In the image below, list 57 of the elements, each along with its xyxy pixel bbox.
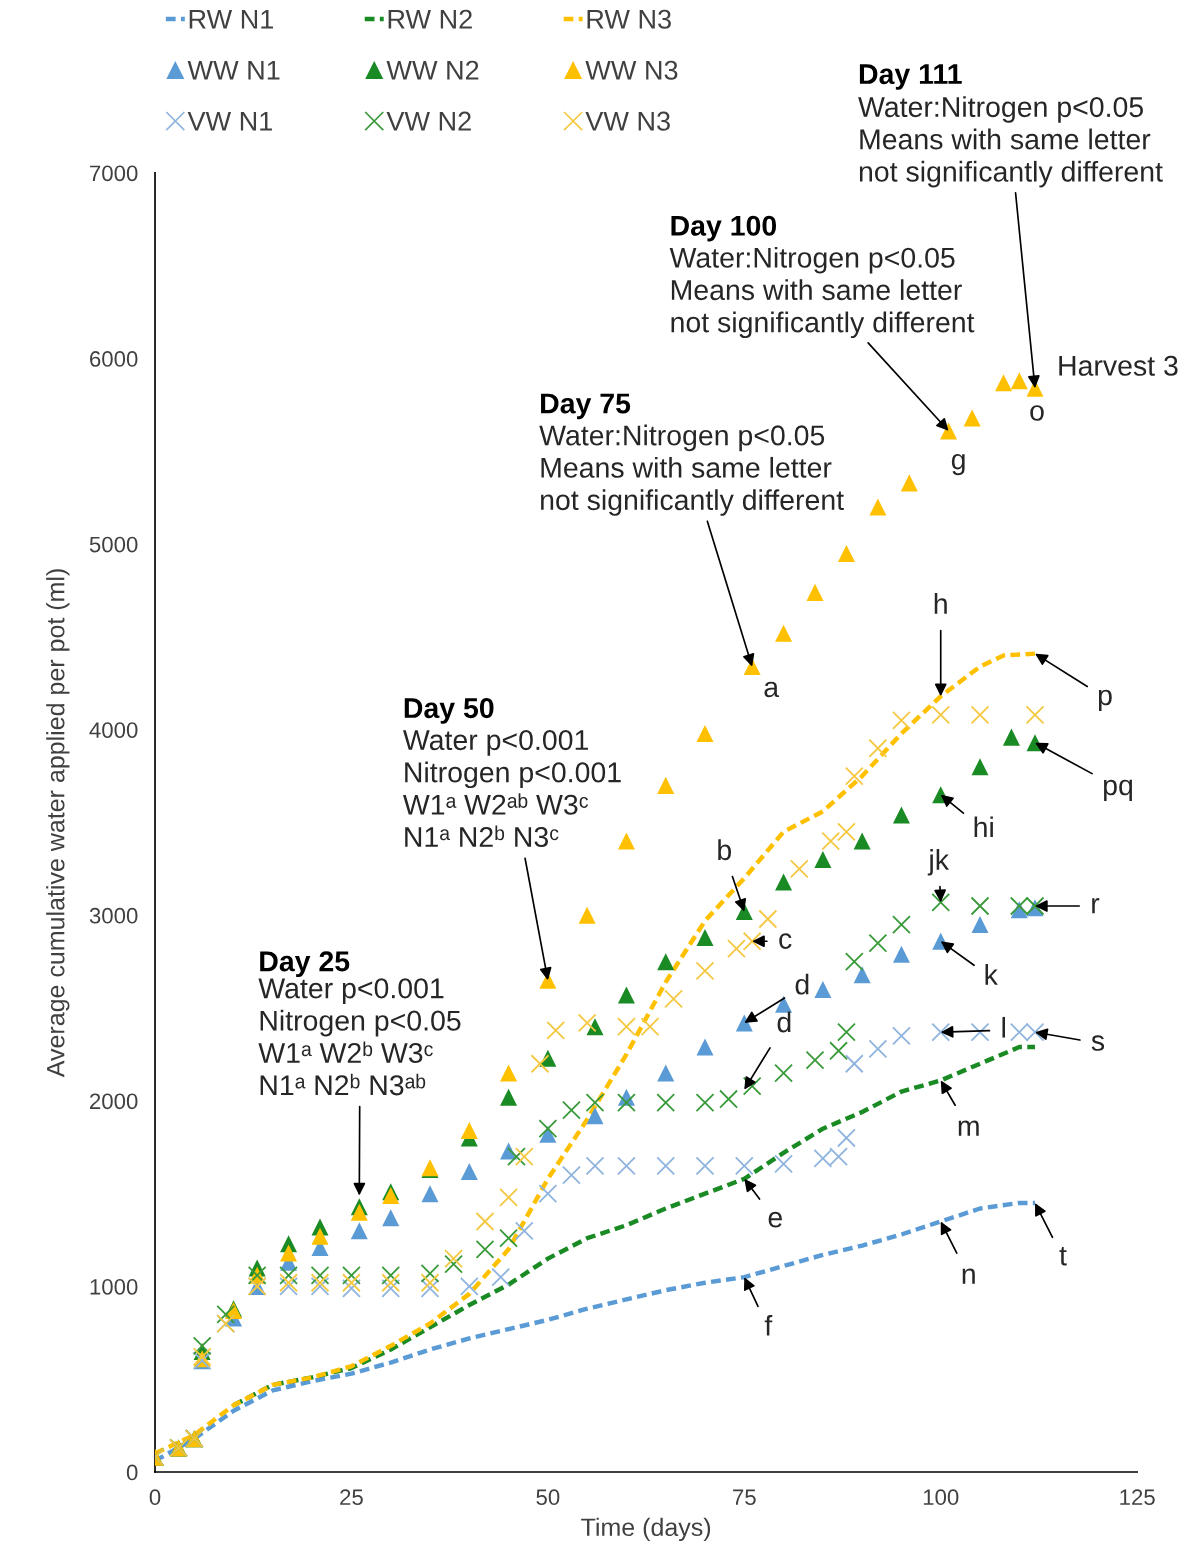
- annotation: s: [1091, 1035, 1105, 1051]
- legend-label: WW N3: [585, 60, 678, 80]
- annotation: Water:Nitrogen p<0.05 Means with same letter not significantly different: [858, 96, 1163, 188]
- legend-label: WW N2: [386, 60, 479, 80]
- annotation: n: [962, 1268, 975, 1284]
- y-tick-label: 3000: [89, 907, 138, 924]
- annotation: Water p<0.001 Nitrogen p<0.001 W1ᵃ W2ᵃᵇ W3ᶜ N1ᵃ N2ᵇ N3ᶜ: [402, 729, 621, 848]
- annotation: g: [951, 454, 965, 476]
- annotation: Day 100: [671, 215, 777, 242]
- y-tick-label: 4000: [89, 722, 138, 738]
- legend-label: WW N1: [187, 60, 280, 80]
- annotation: b: [718, 839, 732, 861]
- annotation: e: [768, 1211, 782, 1228]
- annotation: hi: [974, 816, 993, 838]
- annotation: h: [934, 593, 947, 614]
- annotation: d: [795, 973, 809, 995]
- legend-label: VW N3: [585, 111, 670, 131]
- annotation: p: [1098, 689, 1112, 711]
- annotation: a: [764, 681, 780, 698]
- annotation: f: [764, 1314, 773, 1336]
- annotation: Water:Nitrogen p<0.05 Means with same letter not significantly different: [539, 424, 844, 516]
- annotation: c: [779, 933, 792, 949]
- x-tick-label: 125: [1120, 1489, 1155, 1506]
- y-tick-label: 1000: [90, 1278, 138, 1295]
- legend-label: RW N1: [189, 9, 273, 29]
- annotation: Water p<0.001 Nitrogen p<0.05 W1ᵃ W2ᵇ W3ᶜ N1ᵃ N2ᵇ N3ᵃᵇ: [258, 978, 461, 1096]
- annotation: m: [958, 1120, 979, 1136]
- annotation: t: [1059, 1246, 1067, 1266]
- annotation: l: [1002, 1016, 1005, 1038]
- y-tick-label: 7000: [90, 165, 138, 182]
- legend-label: VW N1: [187, 111, 272, 131]
- annotation: Water:Nitrogen p<0.05 Means with same letter not significantly different: [669, 246, 975, 339]
- annotation: jk: [927, 849, 950, 876]
- y-tick-label: 0: [126, 1464, 138, 1481]
- x-axis-title: Time (days): [581, 1517, 711, 1542]
- x-tick-label: 0: [149, 1489, 161, 1506]
- annotation: k: [985, 964, 998, 985]
- y-axis-title: Average cumulative water applied per pot (ml): [46, 569, 70, 1078]
- y-tick-label: 5000: [89, 536, 138, 553]
- annotation: r: [1092, 898, 1100, 914]
- annotation: Day 75: [541, 393, 631, 420]
- legend-label: RW N3: [587, 9, 671, 29]
- annotation: d: [777, 1011, 791, 1033]
- legend-label: RW N2: [388, 9, 472, 29]
- annotation: o: [1030, 405, 1044, 421]
- x-tick-label: 100: [923, 1489, 959, 1506]
- annotation: pq: [1104, 779, 1133, 801]
- y-tick-label: 6000: [90, 351, 138, 367]
- text: Day 111: [859, 64, 962, 90]
- annotation: Day 25: [260, 951, 350, 978]
- x-tick-label: 75: [733, 1489, 756, 1506]
- y-tick-label: 2000: [90, 1093, 138, 1110]
- annotation: Day 50: [404, 697, 494, 724]
- legend-label: VW N2: [386, 111, 471, 131]
- annotation: Harvest 3: [1059, 355, 1178, 376]
- x-tick-label: 50: [536, 1489, 560, 1506]
- x-tick-label: 25: [340, 1489, 363, 1506]
